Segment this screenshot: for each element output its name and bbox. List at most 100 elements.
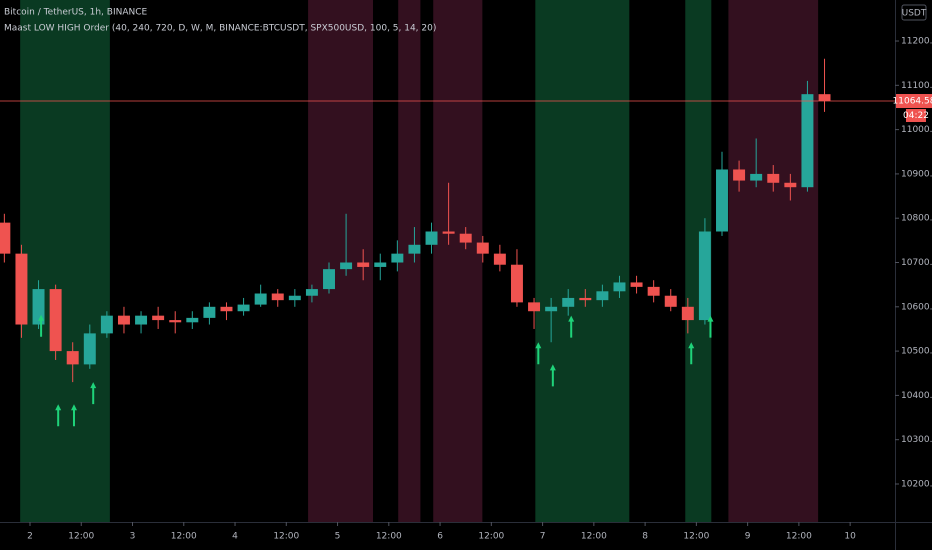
signal-arrow [535,342,542,365]
last-price-box [896,94,932,109]
y-tick-label: 10400.00 [901,391,932,401]
candle-body [698,231,711,321]
candle-body [83,333,96,365]
candle-body [442,231,455,234]
x-tick-label: 12:00 [273,532,299,542]
candle-body [15,253,28,325]
candle-body [493,253,506,265]
y-tick-label: 10300.00 [901,435,932,445]
candle-body [733,169,746,181]
candle-body [117,315,130,325]
candle-body [630,282,643,287]
candle-body [186,317,199,323]
x-tick-label: 12:00 [581,532,607,542]
signal-arrow [568,315,575,338]
currency-box [901,4,927,21]
candle-body [271,293,284,301]
candle-body [716,169,728,232]
candle-body [32,289,45,325]
signal-arrow [90,382,97,405]
candle-body [391,253,404,263]
signal-band [308,0,374,522]
x-tick-label: 2 [27,532,33,542]
candle-body [408,244,421,254]
signal-arrow [38,314,45,337]
signal-arrow [549,364,556,387]
y-tick-label: 11000.00 [901,125,932,135]
candle-body [767,173,780,183]
candle-body [425,231,438,245]
candle-body [664,295,677,307]
indicator-title: Maast LOW HIGH Order (40, 240, 720, D, W… [4,24,436,34]
candle-body [135,315,148,325]
candle-body [784,182,797,188]
candle-body [49,289,62,352]
signal-band [398,0,421,522]
candle-body [801,94,814,188]
signal-arrow [688,342,695,365]
x-tick-label: 3 [130,532,136,542]
candle-body [203,306,216,318]
signal-band [728,0,819,522]
y-tick-label: 10700.00 [901,258,932,268]
y-tick-label: 11100.00 [901,81,932,91]
candle-body [152,315,165,321]
candle-body [750,173,763,181]
x-tick-label: 8 [642,532,648,542]
candle-body [0,222,11,254]
candle-body [100,315,113,334]
y-tick-label: 10800.00 [901,214,932,224]
y-tick-label: 10900.00 [901,169,932,179]
candle-body [288,295,301,301]
x-tick-label: 12:00 [171,532,197,542]
countdown-box [906,109,926,123]
x-tick-label: 12:00 [683,532,709,542]
x-tick-label: 10 [844,532,856,542]
x-tick-label: 12:00 [786,532,812,542]
candle-body [681,306,694,321]
candle-body [647,286,660,296]
candle-body [579,297,592,301]
candle-body [169,320,182,323]
candle-body [510,264,523,303]
candle-body [374,262,387,267]
y-tick-label: 10500.00 [901,347,932,357]
x-tick-label: 12:00 [478,532,504,542]
candle-body [459,233,472,243]
last-price-label: 11064.58 [893,97,932,107]
signal-arrow [707,315,714,338]
candle-body [305,289,318,296]
currency: USDT [902,9,927,19]
candle-body [818,94,831,102]
signal-band [20,0,110,522]
y-tick-label: 10600.00 [901,302,932,312]
x-tick-label: 6 [437,532,443,542]
candle-body [613,282,626,292]
candle-body [323,269,335,290]
signal-band [535,0,630,522]
candle-body [220,306,233,312]
x-tick-label: 4 [232,532,238,542]
countdown: 04:22 [903,111,929,121]
plot-area [0,0,831,522]
x-tick-label: 12:00 [68,532,94,542]
candle-body [476,242,489,254]
candle-body [340,262,353,270]
signal-band [433,0,483,522]
candle-body [254,293,267,305]
signal-arrow [70,404,77,427]
x-tick-label: 7 [540,532,546,542]
candle-body [528,302,541,312]
candle-body [545,306,558,312]
candle-body [562,297,575,307]
y-tick-label: 11200.00 [901,37,932,47]
candle-body [66,351,79,365]
candle-body [596,291,609,301]
candle-body [237,304,250,312]
x-tick-label: 9 [745,532,751,542]
x-tick-label: 12:00 [376,532,402,542]
symbol-title: Bitcoin / TetherUS, 1h, BINANCE [4,8,148,18]
y-tick-label: 10200.00 [901,479,932,489]
